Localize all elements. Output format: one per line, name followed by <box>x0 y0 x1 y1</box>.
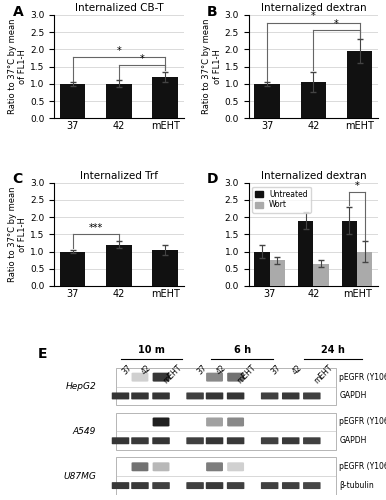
Bar <box>60 252 85 286</box>
FancyBboxPatch shape <box>132 372 148 382</box>
FancyBboxPatch shape <box>131 482 149 489</box>
Bar <box>347 51 372 118</box>
Bar <box>301 82 326 118</box>
Text: pEGFR (Y1068): pEGFR (Y1068) <box>339 372 386 382</box>
Text: 42: 42 <box>140 364 153 376</box>
FancyBboxPatch shape <box>282 392 300 400</box>
FancyBboxPatch shape <box>303 482 320 489</box>
FancyBboxPatch shape <box>152 372 169 382</box>
FancyBboxPatch shape <box>206 482 223 489</box>
FancyBboxPatch shape <box>131 392 149 400</box>
Text: GAPDH: GAPDH <box>339 392 367 400</box>
Text: 42: 42 <box>291 364 304 376</box>
Text: B: B <box>207 4 218 18</box>
Text: *: * <box>334 19 339 29</box>
Text: mEHT: mEHT <box>235 364 258 386</box>
Text: mEHT: mEHT <box>161 364 183 386</box>
Text: pEGFR (Y1068): pEGFR (Y1068) <box>339 462 386 471</box>
Legend: Untreated, Wort: Untreated, Wort <box>252 186 311 212</box>
Text: β-tubulin: β-tubulin <box>339 481 374 490</box>
Text: *: * <box>117 46 121 56</box>
Text: 37: 37 <box>270 364 283 376</box>
FancyBboxPatch shape <box>282 438 300 444</box>
FancyBboxPatch shape <box>261 438 278 444</box>
Text: mEHT: mEHT <box>312 364 334 386</box>
FancyBboxPatch shape <box>152 392 170 400</box>
Text: *: * <box>311 11 316 21</box>
Text: A549: A549 <box>73 427 96 436</box>
FancyBboxPatch shape <box>206 438 223 444</box>
FancyBboxPatch shape <box>131 438 149 444</box>
Y-axis label: Ratio to 37°C by mean
of FL1-H: Ratio to 37°C by mean of FL1-H <box>8 186 27 282</box>
Text: *: * <box>140 54 144 64</box>
FancyBboxPatch shape <box>303 392 320 400</box>
Text: E: E <box>38 348 47 362</box>
Bar <box>342 220 357 286</box>
FancyBboxPatch shape <box>152 418 169 426</box>
Text: 10 m: 10 m <box>138 346 165 356</box>
FancyBboxPatch shape <box>227 372 244 382</box>
FancyBboxPatch shape <box>206 462 223 471</box>
Title: Internalized dextran: Internalized dextran <box>261 170 366 180</box>
FancyBboxPatch shape <box>186 438 204 444</box>
Bar <box>106 244 132 286</box>
Title: Internalized Trf: Internalized Trf <box>80 170 158 180</box>
Text: HepG2: HepG2 <box>66 382 96 391</box>
FancyBboxPatch shape <box>152 438 170 444</box>
Text: 42: 42 <box>215 364 228 376</box>
FancyBboxPatch shape <box>206 392 223 400</box>
FancyBboxPatch shape <box>112 482 129 489</box>
FancyBboxPatch shape <box>303 438 320 444</box>
FancyBboxPatch shape <box>152 482 170 489</box>
Text: 37: 37 <box>195 364 208 376</box>
Bar <box>152 77 178 118</box>
Text: 24 h: 24 h <box>321 346 345 356</box>
Text: A: A <box>12 4 23 18</box>
Text: U87MG: U87MG <box>63 472 96 480</box>
FancyBboxPatch shape <box>227 462 244 471</box>
Bar <box>254 84 280 118</box>
FancyBboxPatch shape <box>227 482 244 489</box>
FancyBboxPatch shape <box>152 462 169 471</box>
FancyBboxPatch shape <box>206 372 223 382</box>
Text: pEGFR (Y1068): pEGFR (Y1068) <box>339 418 386 426</box>
Bar <box>254 252 270 286</box>
Bar <box>298 220 313 286</box>
Text: D: D <box>207 172 218 186</box>
FancyBboxPatch shape <box>206 418 223 426</box>
FancyBboxPatch shape <box>227 418 244 426</box>
FancyBboxPatch shape <box>261 482 278 489</box>
Title: Internalized dextran: Internalized dextran <box>261 3 366 13</box>
Text: C: C <box>12 172 23 186</box>
Title: Internalized CB-T: Internalized CB-T <box>74 3 163 13</box>
Bar <box>60 84 85 118</box>
Bar <box>357 252 372 286</box>
Text: ***: *** <box>89 223 103 233</box>
Bar <box>270 260 285 286</box>
Bar <box>313 264 329 286</box>
FancyBboxPatch shape <box>186 392 204 400</box>
FancyBboxPatch shape <box>112 438 129 444</box>
Text: GAPDH: GAPDH <box>339 436 367 446</box>
Bar <box>152 250 178 286</box>
FancyBboxPatch shape <box>112 392 129 400</box>
FancyBboxPatch shape <box>227 392 244 400</box>
FancyBboxPatch shape <box>186 482 204 489</box>
Y-axis label: Ratio to 37°C by mean
of FL1-H: Ratio to 37°C by mean of FL1-H <box>202 19 222 114</box>
FancyBboxPatch shape <box>132 462 148 471</box>
Text: 37: 37 <box>120 364 134 376</box>
FancyBboxPatch shape <box>282 482 300 489</box>
Y-axis label: Ratio to 37°C by mean
of FL1-H: Ratio to 37°C by mean of FL1-H <box>8 19 27 114</box>
FancyBboxPatch shape <box>227 438 244 444</box>
FancyBboxPatch shape <box>261 392 278 400</box>
Text: 6 h: 6 h <box>234 346 251 356</box>
Bar <box>106 84 132 118</box>
Text: *: * <box>355 182 359 192</box>
